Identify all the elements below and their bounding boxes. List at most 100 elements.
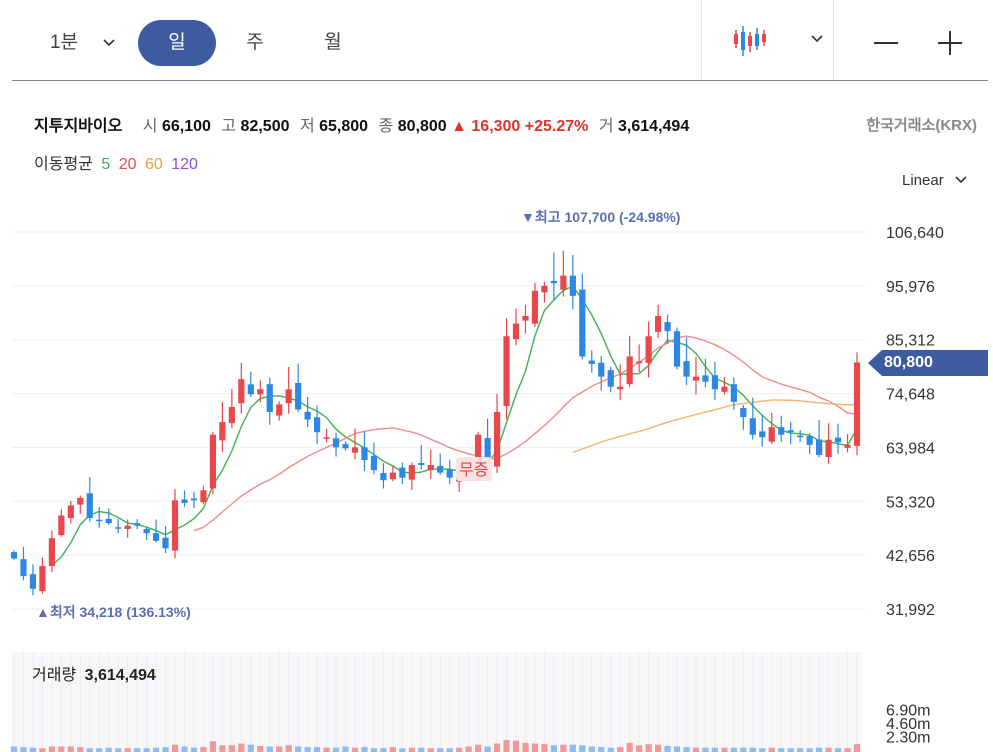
candle-body bbox=[209, 434, 217, 489]
candle-body bbox=[437, 466, 444, 473]
moving-average-legend[interactable]: 이동평균 5 20 60 120 bbox=[34, 150, 202, 174]
candle-body bbox=[816, 439, 823, 455]
candle-body bbox=[702, 375, 709, 382]
volume-bar bbox=[730, 747, 737, 752]
candle-body bbox=[797, 435, 804, 438]
candle-body bbox=[332, 438, 340, 448]
candle-body bbox=[768, 427, 775, 442]
volume-panel-title: 거래량 3,614,494 bbox=[32, 661, 156, 685]
volume-bar bbox=[806, 748, 813, 752]
volume-bar bbox=[304, 747, 311, 752]
candle-body bbox=[10, 552, 18, 559]
volume-bar bbox=[58, 746, 65, 752]
chart-type-dropdown[interactable] bbox=[724, 20, 834, 66]
volume-bar bbox=[446, 748, 453, 752]
candle-body bbox=[48, 538, 55, 567]
volume-bar bbox=[550, 745, 557, 752]
candle-body bbox=[730, 384, 737, 402]
volume-bar bbox=[427, 748, 434, 752]
volume-bar bbox=[778, 748, 785, 752]
tab-day[interactable]: 일 bbox=[138, 20, 216, 66]
candle-body bbox=[664, 322, 671, 332]
volume-bar bbox=[380, 748, 387, 752]
volume-bar bbox=[285, 745, 292, 752]
candle-body bbox=[418, 462, 425, 466]
volume-bar bbox=[645, 744, 652, 752]
interval-dropdown[interactable]: 1분 bbox=[50, 20, 120, 66]
candle-body bbox=[598, 362, 605, 377]
volume-bar bbox=[493, 743, 501, 752]
volume-bar bbox=[77, 747, 84, 752]
tab-week[interactable]: 주 bbox=[246, 32, 264, 53]
candle-body bbox=[314, 417, 321, 433]
stock-summary: 지투지바이오 시 66,100 고 82,500 저 65,800 종 80,8… bbox=[34, 112, 689, 136]
volume-bar bbox=[20, 747, 27, 752]
volume-bar bbox=[276, 746, 283, 752]
candle-body bbox=[228, 406, 235, 424]
candle-body bbox=[778, 427, 785, 435]
candle-body bbox=[531, 290, 539, 324]
candle-body bbox=[257, 389, 264, 395]
close-label: 종 bbox=[378, 118, 394, 135]
volume-bar bbox=[238, 743, 245, 752]
y-tick-label: 53,320 bbox=[886, 494, 935, 511]
low-label: 저 bbox=[299, 118, 315, 135]
open-label: 시 bbox=[142, 118, 158, 135]
y-tick-label: 74,648 bbox=[886, 387, 935, 404]
volume-tick-label: 4.60m bbox=[886, 716, 930, 733]
event-marker-bg bbox=[456, 457, 492, 481]
candle-body bbox=[124, 525, 131, 529]
candle-body bbox=[323, 437, 330, 439]
volume-bar bbox=[219, 745, 226, 752]
current-price-label: 80,800 bbox=[884, 354, 933, 371]
y-tick-label: 95,976 bbox=[886, 279, 935, 296]
candle-body bbox=[200, 490, 207, 503]
volume-bar bbox=[418, 747, 425, 752]
volume-bar bbox=[683, 747, 690, 752]
tab-month[interactable]: 월 bbox=[324, 32, 342, 53]
candle-body bbox=[636, 361, 643, 364]
candle-body bbox=[692, 376, 700, 381]
volume-bar bbox=[171, 744, 179, 752]
candle-body bbox=[20, 559, 27, 577]
ma-label: 이동평균 bbox=[34, 156, 93, 173]
divider bbox=[833, 0, 834, 80]
candle-body bbox=[503, 336, 510, 407]
volume-bar bbox=[768, 747, 775, 752]
volume-bar bbox=[834, 748, 842, 752]
zoom-in-button[interactable] bbox=[934, 20, 974, 66]
candle-body bbox=[645, 336, 652, 363]
candle-body bbox=[588, 360, 595, 365]
y-tick-label: 106,640 bbox=[886, 225, 944, 242]
volume-bar bbox=[257, 745, 264, 752]
candle-body bbox=[626, 356, 633, 385]
event-marker-label: 무증 bbox=[459, 462, 488, 479]
candle-body bbox=[152, 533, 160, 541]
volume-bar bbox=[29, 747, 37, 752]
candle-body bbox=[58, 515, 65, 536]
ma-20: 20 bbox=[118, 156, 137, 173]
volume-bar bbox=[853, 744, 861, 752]
zoom-out-button[interactable] bbox=[870, 20, 910, 66]
volume-bar bbox=[152, 747, 160, 752]
chevron-down-icon bbox=[102, 20, 116, 84]
scale-dropdown[interactable]: Linear bbox=[902, 172, 968, 189]
candle-body bbox=[295, 382, 302, 410]
volume-bar bbox=[531, 743, 539, 752]
volume-bar bbox=[692, 747, 700, 752]
candle-body bbox=[560, 275, 567, 290]
candle-body bbox=[427, 465, 434, 471]
candle-body bbox=[607, 370, 614, 387]
ma5-line bbox=[51, 285, 858, 567]
volume-bar bbox=[636, 745, 643, 752]
candle-body bbox=[673, 331, 681, 367]
candle-body bbox=[569, 275, 576, 296]
volume-bar bbox=[579, 745, 586, 752]
volume-bar bbox=[721, 747, 728, 752]
candle-body bbox=[759, 431, 766, 438]
volume-bar bbox=[295, 746, 302, 752]
candle-body bbox=[77, 497, 84, 505]
candle-body bbox=[399, 467, 406, 478]
volume-bar bbox=[200, 747, 207, 752]
